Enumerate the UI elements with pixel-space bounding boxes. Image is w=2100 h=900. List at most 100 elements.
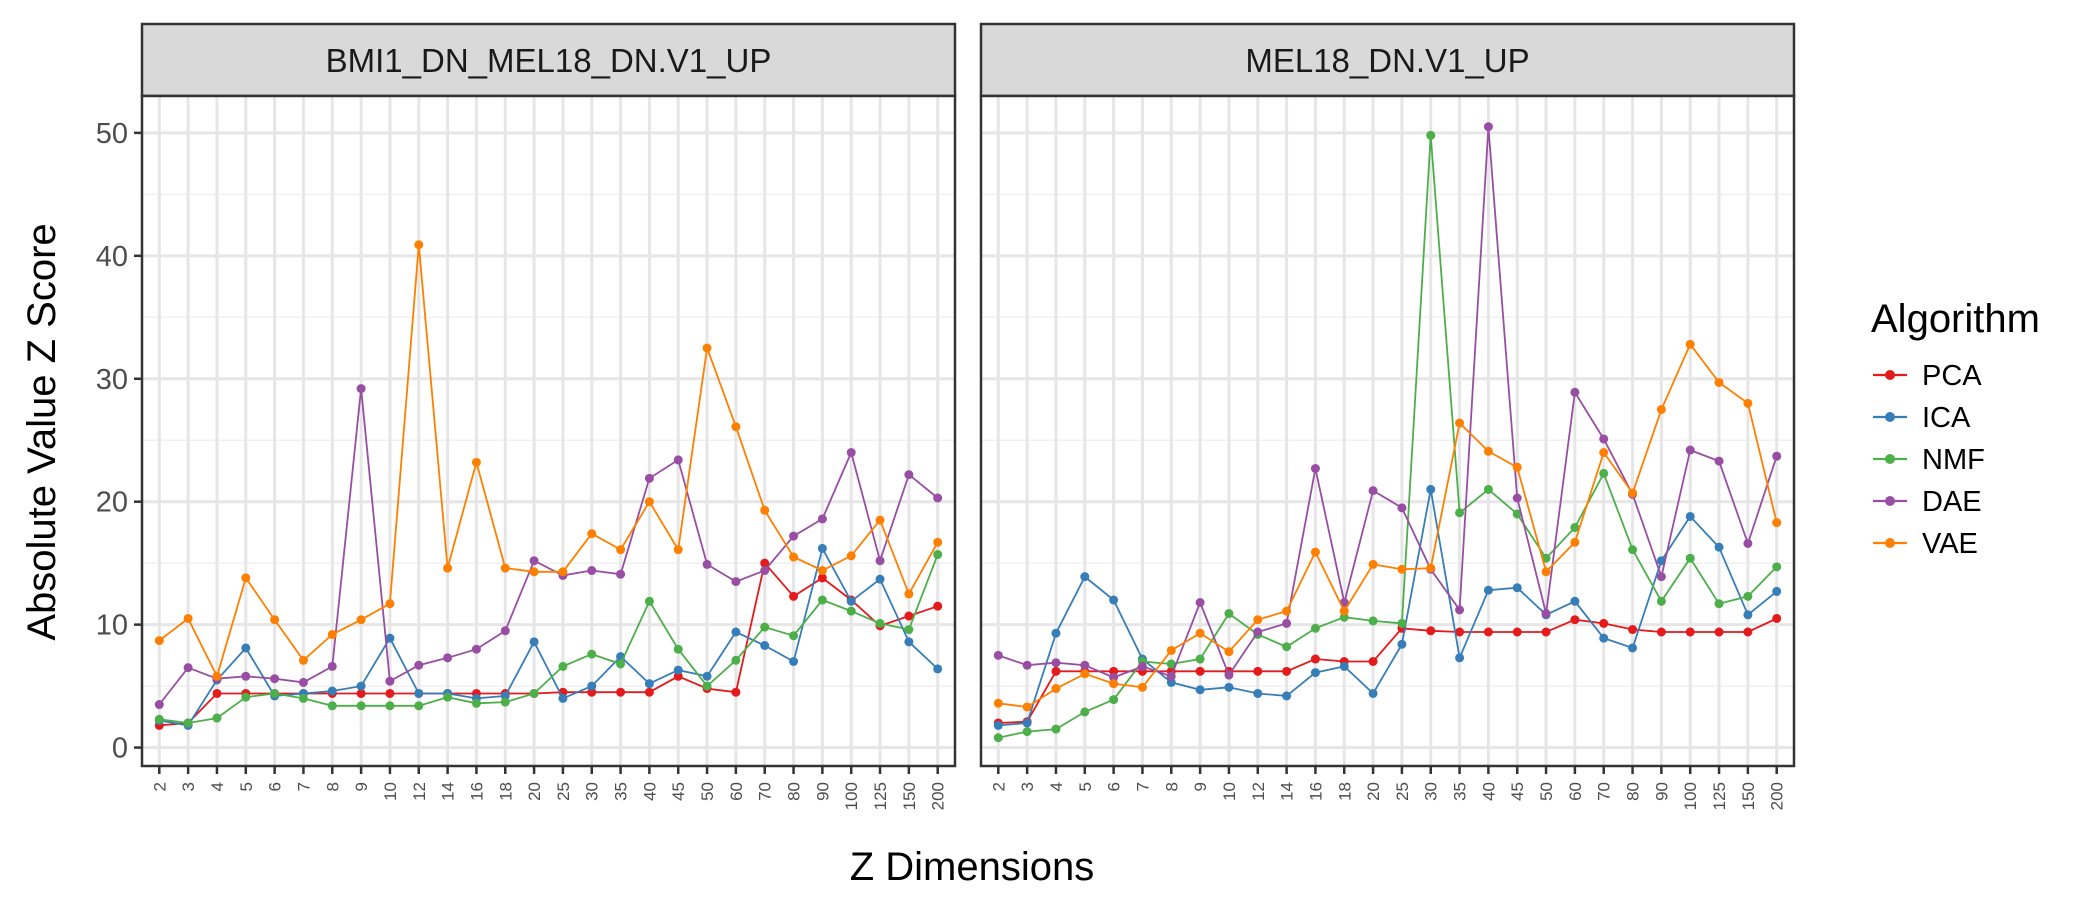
data-point-nmf [1368,616,1378,626]
data-point-ica [1310,668,1320,678]
data-point-dae [760,566,770,576]
legend-item-pca: PCA [1873,360,1982,392]
data-point-vae [385,599,395,609]
data-point-nmf [644,596,654,606]
legend-key-point [1885,412,1895,422]
data-point-pca [1282,666,1292,676]
data-point-dae [270,674,280,684]
x-tick-label: 60 [727,782,746,801]
data-point-pca [1743,627,1753,637]
data-point-vae [471,457,481,467]
data-point-nmf [1224,609,1234,619]
x-tick-label: 40 [640,782,659,801]
data-point-nmf [356,701,366,711]
data-point-vae [702,343,712,353]
data-point-nmf [616,659,626,669]
data-point-nmf [471,698,481,708]
facet-title: BMI1_DN_MEL18_DN.V1_UP [326,42,772,79]
data-point-nmf [1772,562,1782,572]
data-point-nmf [1051,724,1061,734]
data-point-pca [789,591,799,601]
data-point-pca [1772,613,1782,623]
data-point-dae [1253,627,1263,637]
data-point-vae [1397,564,1407,574]
x-tick-label: 50 [698,782,717,801]
legend-label: NMF [1922,444,1985,476]
data-point-pca [1685,627,1695,637]
data-point-vae [1166,645,1176,655]
data-point-vae [644,497,654,507]
facet-panel: MEL18_DN.V1_UP2 3 4 5 6 7 8 9 10 12 14 16 18 20 25 30 35… [979,22,1796,810]
panel-border [140,94,957,768]
x-tick-label: 8 [323,782,342,791]
x-tick-label: 30 [583,782,602,801]
data-point-vae [1541,567,1551,577]
x-tick-label: 7 [294,782,313,791]
data-point-dae [471,644,481,654]
data-point-vae [1570,537,1580,547]
x-tick-label: 4 [208,782,227,791]
x-tick-label: 70 [756,782,775,801]
data-point-dae [875,556,885,566]
data-point-vae [904,589,914,599]
data-point-dae [616,569,626,579]
data-point-vae [1714,377,1724,387]
data-point-dae [1483,122,1493,132]
x-tick-label: 200 [929,782,948,810]
data-point-vae [875,515,885,525]
data-point-nmf [327,701,337,711]
x-tick-label: 125 [1710,782,1729,810]
data-point-nmf [212,713,222,723]
data-point-nmf [1310,623,1320,633]
data-point-dae [298,677,308,687]
data-point-vae [270,615,280,625]
x-tick-label: 18 [1335,782,1354,801]
x-tick-label: 20 [525,782,544,801]
x-tick-label: 80 [785,782,804,801]
data-point-vae [558,567,568,577]
data-point-dae [1195,597,1205,607]
data-point-nmf [702,681,712,691]
x-tick-label: 4 [1047,782,1066,791]
plot-background [142,96,955,766]
x-tick-label: 7 [1133,782,1152,791]
data-point-ica [1628,643,1638,653]
data-point-ica [385,633,395,643]
data-point-dae [327,661,337,671]
data-point-nmf [587,649,597,659]
x-tick-label: 14 [1278,782,1297,801]
data-point-ica [875,574,885,584]
y-tick-label: 20 [96,487,128,519]
x-tick-label: 25 [554,782,573,801]
data-point-pca [616,687,626,697]
data-point-pca [1310,654,1320,664]
series-line-dae [998,126,1778,679]
data-point-ica [327,686,337,696]
data-point-nmf [1743,591,1753,601]
data-point-ica [356,681,366,691]
data-point-dae [1541,609,1551,619]
x-tick-label: 45 [1508,782,1527,801]
data-point-ica [414,688,424,698]
data-point-dae [1743,538,1753,548]
data-point-dae [414,660,424,670]
data-point-ica [673,665,683,675]
data-point-vae [616,545,626,555]
data-point-dae [817,514,827,524]
data-point-vae [1195,628,1205,638]
data-point-pca [1656,627,1666,637]
data-point-dae [587,566,597,576]
facet-title: MEL18_DN.V1_UP [1245,42,1529,79]
data-point-ica [1455,653,1465,663]
data-point-nmf [1022,727,1032,737]
y-tick-label: 0 [112,733,128,765]
data-point-nmf [1570,523,1580,533]
data-point-nmf [1455,508,1465,518]
data-point-nmf [993,733,1003,743]
data-point-pca [1455,627,1465,637]
data-point-dae [904,470,914,480]
x-tick-label: 6 [266,782,285,791]
data-point-ica [817,543,827,553]
y-tick-label: 50 [96,118,128,150]
series-line-ica [998,489,1778,727]
